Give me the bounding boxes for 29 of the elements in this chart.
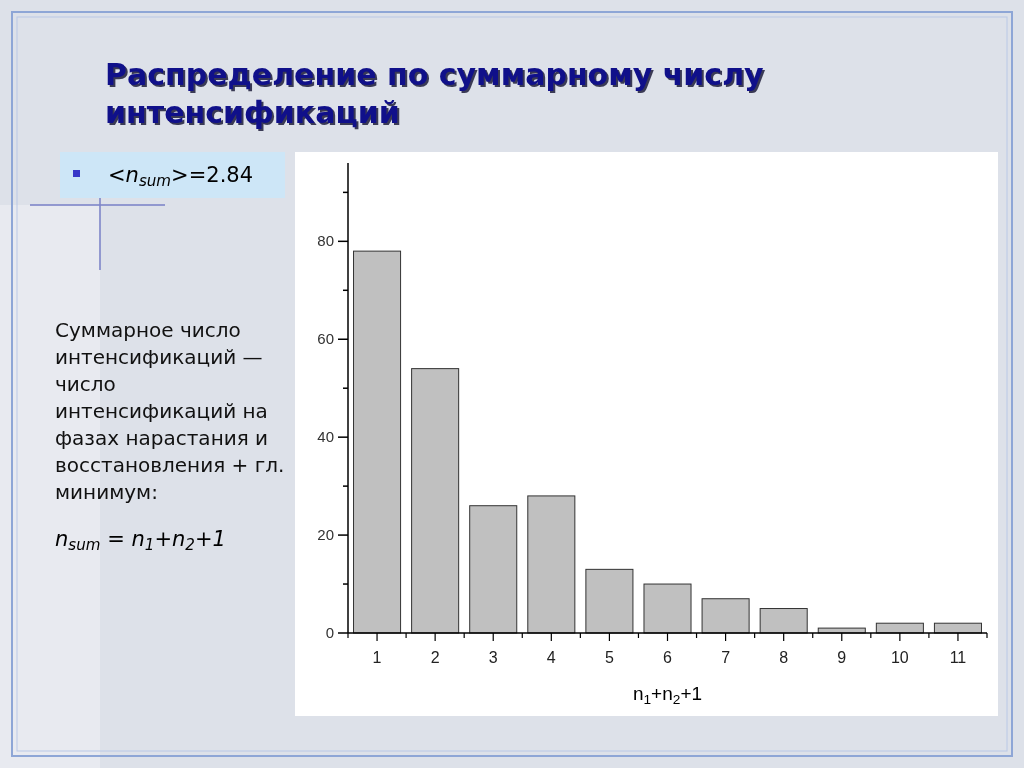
y-tick-label: 0: [325, 624, 334, 641]
x-tick-label: 5: [604, 649, 614, 666]
bar: [643, 583, 692, 634]
text: <n$_{sum}$>=2.84: [108, 163, 254, 190]
bar: [469, 505, 518, 634]
text: Суммарное число интенсификаций — число интенсификаций на фазах нарастания и восстановления + гл. минимум:: [55, 318, 285, 504]
x-tick-label: 11: [949, 649, 967, 666]
x-tick-label: 7: [721, 649, 731, 666]
bar: [701, 598, 750, 634]
bar: [527, 495, 576, 634]
x-tick-label: 4: [546, 649, 556, 666]
x-tick-label: 10: [890, 649, 909, 666]
y-tick-label: 20: [317, 526, 334, 544]
x-tick-label: 2: [430, 649, 440, 666]
bar: [353, 250, 402, 634]
x-tick-label: 8: [779, 649, 789, 666]
x-tick-label: 9: [837, 649, 847, 666]
y-tick-label: 60: [317, 330, 334, 348]
x-tick-label: 6: [663, 649, 673, 666]
x-tick-label: 1: [372, 649, 382, 666]
y-tick-label: 80: [317, 232, 334, 250]
text: n$_{sum}$ = n$_{1}$+n$_{2}$+1: [55, 527, 226, 554]
y-tick-label: 40: [317, 428, 334, 446]
x-tick-label: 3: [488, 649, 498, 666]
chart-title: Распределение по суммарному числу интенсификаций: [105, 57, 765, 130]
x-axis-title: n$_{1}$+n$_{2}$+1: [632, 683, 703, 707]
bar: [411, 368, 460, 634]
bar: [759, 608, 808, 634]
bar: [585, 568, 634, 634]
